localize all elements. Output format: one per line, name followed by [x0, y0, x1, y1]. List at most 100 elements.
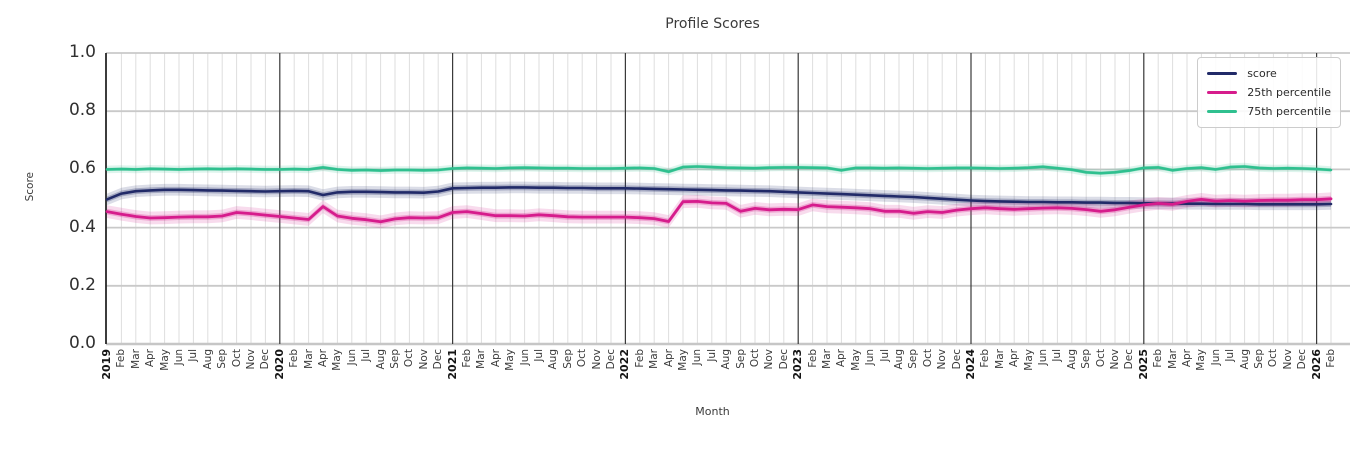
x-tick-label-month: Jun [173, 349, 185, 366]
x-tick-label-month: Feb [461, 349, 473, 368]
x-tick-label-month: Dec [950, 349, 963, 370]
series-band-outer-25th-percentile [107, 192, 1331, 229]
series-line-score [105, 186, 1333, 206]
x-tick-label-month: Oct [1267, 349, 1280, 368]
legend-swatch-icon [1207, 72, 1238, 75]
x-tick-label-month: Jul [360, 349, 373, 362]
x-tick-label-month: Jul [1051, 349, 1064, 362]
y-tick-label: 1.0 [68, 42, 96, 62]
x-tick-label-month: Nov [1109, 349, 1121, 370]
x-tick-label-month: Oct [1094, 349, 1107, 368]
x-tick-label-month: Apr [835, 349, 848, 368]
x-tick-label-month: Aug [1065, 349, 1078, 370]
legend-swatch-icon [1207, 91, 1238, 94]
x-tick-label-month: Feb [115, 349, 128, 368]
x-tick-label-month: Jul [187, 349, 200, 362]
x-tick-label-month: Apr [1181, 349, 1193, 368]
x-tick-label-month: Jun [345, 349, 358, 366]
x-tick-label-month: Sep [907, 349, 920, 369]
x-tick-label-month: Feb [1325, 349, 1337, 368]
x-tick-label-month: Sep [1080, 349, 1093, 369]
x-tick-label-month: Apr [144, 349, 157, 368]
x-tick-label-month: Sep [734, 349, 747, 369]
x-tick-label-year: 2020 [272, 349, 286, 380]
legend: score 25th percentile 75th percentile [1197, 57, 1341, 128]
x-tick-label-year: 2024 [964, 349, 977, 380]
x-tick-label-month: Feb [1152, 349, 1165, 368]
x-tick-label-month: Jul [1224, 349, 1237, 362]
x-tick-label-month: Mar [821, 349, 833, 369]
x-tick-label-year: 2023 [791, 349, 805, 380]
y-tick-label: 0.4 [68, 216, 96, 237]
x-tick-label-month: Nov [763, 349, 776, 370]
legend-item-score: score [1207, 64, 1331, 83]
legend-item-label: 75th percentile [1247, 105, 1331, 118]
x-tick-label-month: May [158, 349, 171, 371]
x-tick-label-month: Aug [547, 349, 560, 370]
x-tick-label-month: Aug [720, 349, 733, 370]
x-tick-label-month: Feb [979, 349, 992, 368]
x-tick-label-month: Jun [518, 349, 531, 366]
x-tick-label-month: Dec [605, 349, 617, 370]
x-tick-label-month: Feb [633, 349, 646, 368]
x-tick-label-year: 2025 [1136, 349, 1150, 380]
series-band-outer-75th-percentile [107, 162, 1331, 177]
x-tick-label-month: Mar [475, 349, 488, 369]
x-tick-label-month: Dec [1123, 349, 1136, 370]
x-tick-label-month: Oct [749, 349, 761, 368]
x-tick-label-month: Nov [245, 349, 257, 370]
series-line-75th-percentile [105, 165, 1333, 175]
x-tick-label-month: Mar [648, 349, 661, 369]
x-tick-label-month: Aug [893, 349, 905, 370]
x-tick-label-month: May [504, 349, 517, 371]
x-tick-label-month: Jul [533, 349, 545, 362]
x-tick-label-year: 2022 [618, 349, 632, 380]
x-tick-label-month: Nov [936, 349, 949, 370]
x-tick-label-month: Sep [216, 349, 229, 369]
x-tick-label-month: Dec [259, 349, 272, 370]
x-tick-label-month: Mar [993, 349, 1006, 369]
legend-item-label: score [1247, 67, 1277, 80]
x-tick-label-month: May [1022, 349, 1035, 371]
x-tick-label-month: Mar [1166, 349, 1179, 369]
x-axis-label: Month [695, 405, 730, 418]
y-tick-label: 0.0 [68, 333, 96, 353]
chart-title: Profile Scores [665, 16, 760, 32]
x-tick-label-month: May [1195, 349, 1208, 371]
x-tick-label-month: Dec [432, 349, 445, 370]
x-tick-label-month: Apr [1008, 349, 1021, 368]
y-tick-label: 0.6 [68, 158, 96, 179]
x-tick-label-month: Apr [489, 349, 502, 368]
y-tick-label: 0.8 [68, 100, 96, 121]
x-tick-label-month: Oct [921, 349, 934, 368]
x-tick-label-month: Dec [1296, 349, 1309, 370]
y-tick-label: 0.2 [68, 274, 96, 295]
x-tick-label-month: Sep [561, 349, 574, 369]
y-axis-label: Score [24, 172, 36, 202]
x-tick-label-month: Nov [590, 349, 603, 370]
legend-swatch-icon [1207, 110, 1238, 113]
x-tick-label-month: Aug [374, 349, 387, 370]
x-tick-label-month: Jun [1209, 349, 1222, 366]
legend-item-75th-percentile: 75th percentile [1207, 102, 1331, 121]
x-tick-label-month: Jul [705, 349, 718, 362]
x-tick-label-month: Dec [777, 349, 790, 370]
x-tick-label-month: Oct [230, 349, 243, 368]
x-tick-label-month: Jun [864, 349, 877, 366]
legend-item-label: 25th percentile [1247, 86, 1331, 99]
x-tick-label-month: Jul [878, 349, 891, 362]
x-tick-label-year: 2019 [100, 349, 113, 380]
x-tick-label-month: Mar [129, 349, 142, 369]
x-tick-label-month: Mar [302, 349, 315, 369]
x-tick-label-month: Oct [403, 349, 416, 368]
x-tick-label-month: May [849, 349, 862, 371]
x-tick-label-month: May [331, 349, 344, 371]
x-tick-label-year: 2026 [1309, 349, 1323, 380]
x-tick-label-month: Aug [1238, 349, 1251, 370]
x-tick-label-month: Nov [1281, 349, 1294, 370]
x-tick-label-month: Jun [1037, 349, 1049, 366]
x-tick-label-month: Nov [417, 349, 430, 370]
x-tick-label-month: Apr [662, 349, 675, 368]
